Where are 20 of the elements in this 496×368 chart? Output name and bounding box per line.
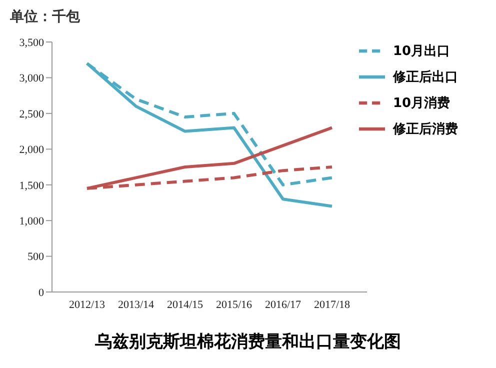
x-tick-label: 2017/18 xyxy=(314,298,351,311)
y-tick-label: 0 xyxy=(38,286,44,299)
y-axis-title: 单位：千包 xyxy=(9,8,81,27)
y-tick-label: 2,000 xyxy=(19,144,44,156)
x-tick-label: 2013/14 xyxy=(118,298,155,311)
x-tick-label: 2012/13 xyxy=(68,298,106,311)
y-tick-label: 1,500 xyxy=(19,180,44,192)
y-tick-label: 500 xyxy=(28,251,44,264)
y-tick-label: 1,000 xyxy=(19,215,44,228)
y-tick-label: 3,000 xyxy=(19,72,44,85)
y-tick-label: 2,500 xyxy=(19,108,44,120)
text: 乌兹别克斯坦棉花消费量和出口量变化图 xyxy=(94,331,402,353)
legend-label: 修正后消费 xyxy=(393,122,458,138)
y-tick-label: 3,500 xyxy=(19,36,44,49)
x-tick-label: 2014/15 xyxy=(166,298,204,311)
legend-label: 10月出口 xyxy=(393,44,450,60)
x-tick-label: 2015/16 xyxy=(216,298,253,311)
legend-label: 10月消费 xyxy=(393,96,450,112)
x-tick-label: 2016/17 xyxy=(264,298,302,311)
legend-label: 修正后出口 xyxy=(393,70,458,86)
